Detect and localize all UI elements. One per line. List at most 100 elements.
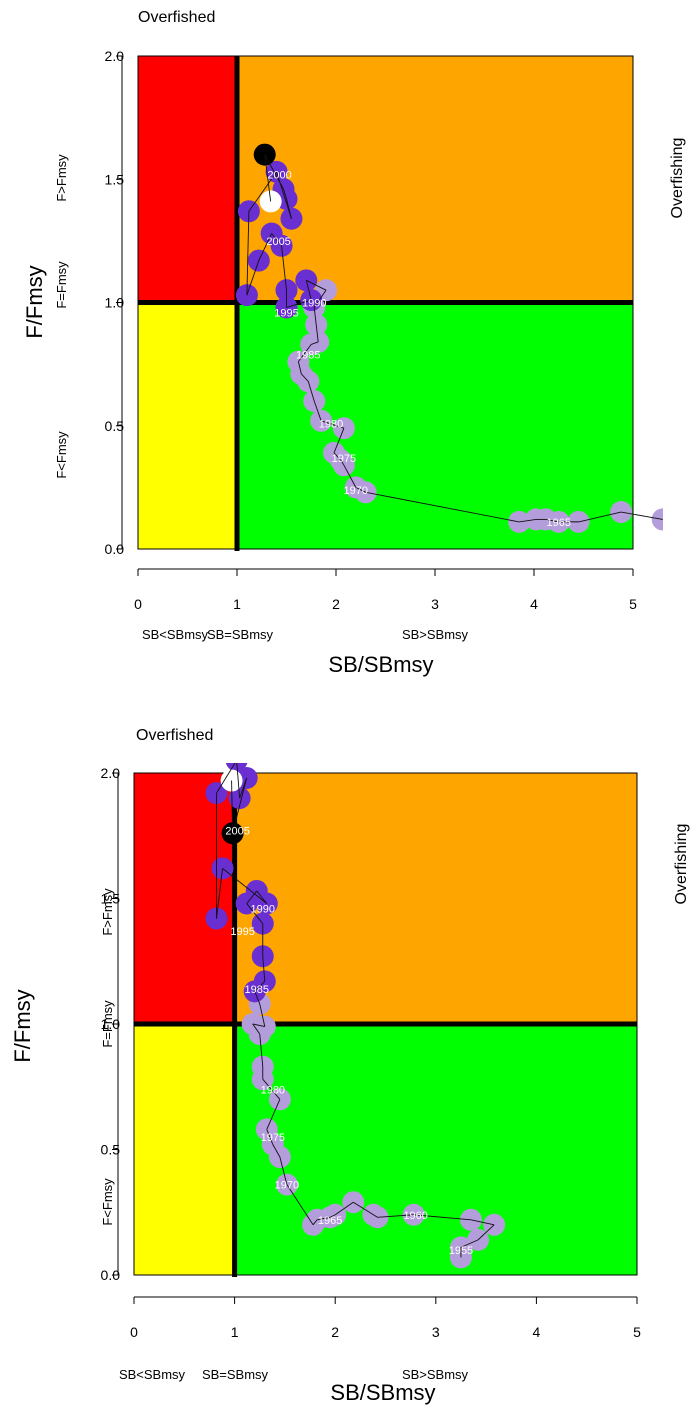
kobe-chart-svg-bottom: 0.0 0.5 1.0 1.5 2.0 0 1 2 3 4 5 1955 1960 1965 1970 197… [10,727,690,1405]
trajectory-segment [272,1144,281,1158]
trajectory-segment [343,464,357,488]
zone-yellow [134,1024,235,1275]
trajectory-segment [254,981,266,992]
trajectory-segment [276,171,292,219]
trajectory-segment [329,1214,336,1218]
y-tick-label: 2.0 [105,48,125,64]
year-label: 2005 [225,826,249,838]
f-below-label: F<Fmsy [54,431,69,479]
overfishing-label: Overfishing [673,824,690,905]
trajectory-segment [298,344,312,362]
year-label: 1995 [230,926,254,938]
year-label: 1970 [344,485,368,497]
year-label: 1975 [332,453,356,465]
x-axis-title: SB/SBmsy [328,652,433,677]
sb-equal-label: SB=SBmsy [202,1367,269,1382]
trajectory-segment [254,991,261,1005]
trajectory-segment [246,890,258,904]
kobe-chart-svg-top: 0.0 0.5 1.0 1.5 2.0 0 1 2 3 4 5 1965 1970 1975 1980 198… [22,9,686,677]
f-above-label: F>Fmsy [54,154,69,202]
trajectory-segment [232,777,248,834]
year-label: 1985 [244,984,268,996]
trajectory-segment [317,1216,331,1221]
trajectory-segment [248,171,277,212]
trajectory-segment [264,154,272,202]
trajectory-segment [283,188,287,200]
zone-yellow [138,302,237,549]
y-tick-label: 0.0 [105,541,125,557]
year-label: 1955 [449,1245,473,1257]
year-label: 2000 [267,169,291,181]
trajectory-segment [311,341,319,345]
f-equal-label: F=Fmsy [54,261,69,309]
trajectory-segment [246,903,264,924]
kobe-plot-top: 0.0 0.5 1.0 1.5 2.0 0 1 2 3 4 5 1965 1970 1975 1980 198… [0,0,691,700]
x-tick-label: 2 [331,1324,339,1340]
trajectory-segment [334,1201,354,1216]
trajectory-segment [321,420,345,429]
trajectory-segment [373,1214,378,1218]
y-tick-label: 1.5 [105,171,125,187]
x-tick-label: 5 [629,596,637,612]
y-tick-label: 0.0 [101,1267,121,1283]
trajectory-segment [519,518,537,523]
x-tick-label: 5 [633,1324,641,1340]
x-tick-label: 0 [130,1324,138,1340]
trajectory-group: 1965 1970 1975 1980 1985 1990 1995 2000 2005 [235,143,663,533]
y-tick-label: 1.0 [105,295,125,311]
trajectory-segment [264,154,284,190]
year-label: 1980 [261,1084,285,1096]
x-tick-label: 3 [431,596,439,612]
x-tick-label: 4 [533,1324,541,1340]
x-tick-label: 2 [332,596,340,612]
trajectory-segment [313,400,322,421]
trajectory-point [342,1191,365,1214]
kobe-plot-bottom: 0.0 0.5 1.0 1.5 2.0 0 1 2 3 4 5 1955 1960 1965 1970 197… [0,714,691,1408]
trajectory-segment [286,198,292,219]
trajectory-segment [340,460,345,466]
zone-orange [234,773,637,1024]
zone-red [138,56,237,303]
overfished-label: Overfished [138,9,215,26]
trajectory-point [205,907,228,930]
sb-below-label: SB<SBmsy [119,1367,186,1382]
trajectory-segment [286,1184,314,1226]
trajectory-segment [312,1219,318,1226]
year-label: 1995 [274,307,298,319]
trajectory-segment [333,428,345,454]
y-axis-title: F/Fmsy [10,989,35,1062]
trajectory-segment [216,763,236,794]
y-tick-label: 1.0 [101,1016,121,1032]
zone-green [234,1024,637,1275]
trajectory-segment [315,324,319,342]
trajectory-segment [307,381,315,402]
x-tick-label: 1 [233,596,241,612]
x-axis-title: SB/SBmsy [330,1380,435,1405]
trajectory-segment [313,289,327,308]
f-below-label: F<Fmsy [100,1178,115,1226]
f-above-label: F>Fmsy [100,888,115,936]
sb-above-label: SB>SBmsy [402,1367,469,1382]
year-label: 2005 [266,236,290,248]
overfishing-label: Overfishing [669,138,686,219]
x-tick-label: 0 [134,596,142,612]
year-label: 1975 [261,1132,285,1144]
trajectory-segment [355,486,366,493]
trajectory-group: 1955 1960 1965 1970 1975 1980 1985 1990 1995 2005 [205,763,506,1269]
sb-equal-label: SB=SBmsy [207,627,274,642]
trajectory-segment [256,890,268,904]
trajectory-segment [259,1033,264,1067]
trajectory-segment [477,1224,495,1241]
trajectory-segment [266,1099,281,1130]
year-label: 1970 [275,1180,299,1192]
trajectory-segment [281,245,287,291]
year-label: 1965 [318,1215,342,1227]
overfished-label: Overfished [136,727,213,744]
trajectory-segment [313,307,317,325]
trajectory-segment [246,260,260,296]
trajectory-segment [365,491,520,523]
trajectory-segment [259,1003,266,1027]
trajectory-segment [286,299,312,308]
trajectory-point [651,508,663,531]
x-tick-label: 3 [432,1324,440,1340]
